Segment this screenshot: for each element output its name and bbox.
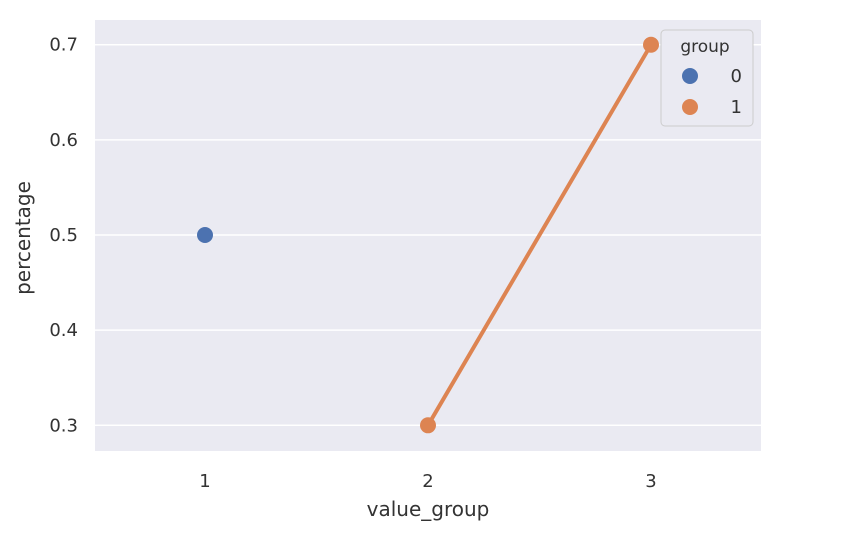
- series-1: [420, 36, 659, 434]
- data-point: [197, 227, 213, 244]
- legend-marker-1: [682, 99, 698, 115]
- legend-label-1: 1: [731, 97, 742, 118]
- y-tick-label: 0.3: [49, 415, 78, 436]
- series-layer: [197, 36, 659, 434]
- legend-marker-0: [682, 68, 698, 84]
- legend-title: group: [680, 37, 729, 57]
- y-axis-label: percentage: [11, 181, 35, 295]
- x-axis-ticks: 1 2 3: [199, 471, 656, 492]
- x-tick-label: 1: [199, 471, 210, 492]
- y-tick-label: 0.5: [49, 225, 78, 246]
- y-tick-label: 0.6: [49, 130, 78, 151]
- x-tick-label: 2: [422, 471, 433, 492]
- x-tick-label: 3: [645, 471, 656, 492]
- y-tick-label: 0.4: [49, 320, 78, 341]
- y-tick-label: 0.7: [49, 35, 78, 56]
- series-line: [426, 42, 653, 428]
- data-point: [420, 417, 436, 434]
- data-point: [643, 36, 659, 53]
- y-axis-ticks: 0.3 0.4 0.5 0.6 0.7: [49, 35, 78, 437]
- x-axis-label: value_group: [367, 497, 490, 521]
- series-0: [197, 227, 213, 244]
- legend-label-0: 0: [731, 66, 742, 87]
- legend: group 0 1: [660, 29, 754, 127]
